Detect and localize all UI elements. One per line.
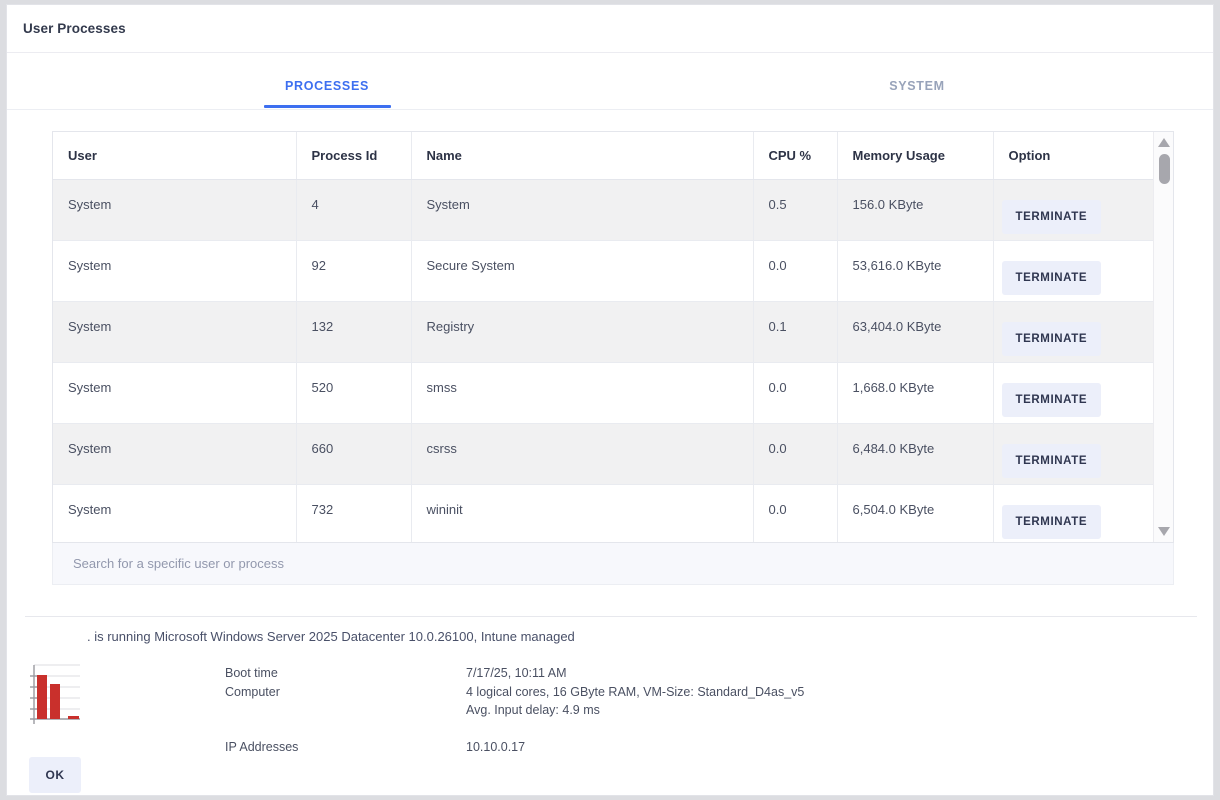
table-row[interactable]: System 660 csrss 0.0 6,484.0 KByte TERMI… <box>53 423 1153 485</box>
cell-user: System <box>53 423 297 485</box>
active-tab-indicator <box>264 105 391 108</box>
cell-pid: 132 <box>296 301 412 363</box>
search-input[interactable] <box>52 543 1174 585</box>
cell-option: TERMINATE <box>993 240 1153 302</box>
table-row[interactable]: System 132 Registry 0.1 63,404.0 KByte T… <box>53 301 1153 363</box>
cell-user: System <box>53 301 297 363</box>
info-label-ip-addresses: IP Addresses <box>225 739 299 754</box>
cell-pid: 660 <box>296 423 412 485</box>
table-row[interactable]: System 4 System 0.5 156.0 KByte TERMINAT… <box>53 179 1153 241</box>
terminate-button[interactable]: TERMINATE <box>1001 260 1102 295</box>
cell-option: TERMINATE <box>993 362 1153 424</box>
footer-divider <box>25 616 1197 617</box>
cell-name: csrss <box>411 423 754 485</box>
info-label-computer: Computer <box>225 684 280 699</box>
scroll-down-arrow-icon[interactable] <box>1158 527 1170 536</box>
cell-cpu: 0.0 <box>753 362 838 424</box>
cell-pid: 92 <box>296 240 412 302</box>
process-table-body: System 4 System 0.5 156.0 KByte TERMINAT… <box>53 179 1153 542</box>
cell-option: TERMINATE <box>993 301 1153 363</box>
cell-memory: 63,404.0 KByte <box>837 301 994 363</box>
tab-system[interactable]: SYSTEM <box>847 79 987 93</box>
column-header-memory[interactable]: Memory Usage <box>837 132 994 180</box>
column-header-process-id[interactable]: Process Id <box>296 132 412 180</box>
column-header-name[interactable]: Name <box>411 132 754 180</box>
info-row-ip-addresses: IP Addresses 10.10.0.17 <box>225 738 804 757</box>
table-row[interactable]: System 520 smss 0.0 1,668.0 KByte TERMIN… <box>53 362 1153 424</box>
column-header-user[interactable]: User <box>53 132 297 180</box>
process-table: User Process Id Name CPU % Memory Usage … <box>53 132 1153 542</box>
cell-cpu: 0.1 <box>753 301 838 363</box>
ok-button[interactable]: OK <box>29 757 81 793</box>
cell-memory: 1,668.0 KByte <box>837 362 994 424</box>
process-table-scrollarea: User Process Id Name CPU % Memory Usage … <box>53 132 1153 542</box>
process-table-container: User Process Id Name CPU % Memory Usage … <box>52 131 1174 543</box>
os-info-line: . is running Microsoft Windows Server 20… <box>87 629 575 644</box>
cell-memory: 156.0 KByte <box>837 179 994 241</box>
dialog-titlebar: User Processes <box>7 5 1213 53</box>
cell-name: wininit <box>411 484 754 542</box>
column-header-cpu[interactable]: CPU % <box>753 132 838 180</box>
tab-bar: PROCESSES SYSTEM <box>7 53 1213 110</box>
info-label-boot-time: Boot time <box>225 666 278 680</box>
cell-cpu: 0.0 <box>753 484 838 542</box>
column-header-option[interactable]: Option <box>993 132 1153 180</box>
cell-name: System <box>411 179 754 241</box>
info-row-boot-time: Boot time 7/17/25, 10:11 AM <box>225 664 804 683</box>
info-value-computer: 4 logical cores, 16 GByte RAM, VM-Size: … <box>466 684 805 699</box>
terminate-button[interactable]: TERMINATE <box>1001 321 1102 356</box>
info-value-boot-time: 7/17/25, 10:11 AM <box>466 666 567 680</box>
cell-memory: 53,616.0 KByte <box>837 240 994 302</box>
page-title: User Processes <box>23 21 126 36</box>
cell-option: TERMINATE <box>993 484 1153 542</box>
table-row[interactable]: System 92 Secure System 0.0 53,616.0 KBy… <box>53 240 1153 302</box>
info-value-input-delay: Avg. Input delay: 4.9 ms <box>466 703 600 717</box>
cell-user: System <box>53 362 297 424</box>
cell-pid: 732 <box>296 484 412 542</box>
table-row[interactable]: System 732 wininit 0.0 6,504.0 KByte TER… <box>53 484 1153 542</box>
table-header-row: User Process Id Name CPU % Memory Usage … <box>53 132 1153 180</box>
cell-cpu: 0.0 <box>753 240 838 302</box>
cell-memory: 6,504.0 KByte <box>837 484 994 542</box>
terminate-button[interactable]: TERMINATE <box>1001 504 1102 539</box>
scrollbar-thumb[interactable] <box>1158 154 1170 184</box>
tab-processes[interactable]: PROCESSES <box>257 79 397 93</box>
cell-user: System <box>53 179 297 241</box>
terminate-button[interactable]: TERMINATE <box>1001 382 1102 417</box>
system-info-grid: Boot time 7/17/25, 10:11 AM Computer 4 l… <box>225 664 804 756</box>
cell-pid: 4 <box>296 179 412 241</box>
cell-cpu: 0.5 <box>753 179 838 241</box>
user-processes-dialog: User Processes PROCESSES SYSTEM User Pro… <box>6 4 1214 796</box>
cell-option: TERMINATE <box>993 423 1153 485</box>
cell-name: smss <box>411 362 754 424</box>
table-vertical-scrollbar[interactable] <box>1153 132 1173 542</box>
cell-user: System <box>53 484 297 542</box>
info-label-input-delay <box>225 701 466 720</box>
cell-memory: 6,484.0 KByte <box>837 423 994 485</box>
info-row-input-delay: Avg. Input delay: 4.9 ms <box>225 701 804 720</box>
cell-name: Secure System <box>411 240 754 302</box>
cell-cpu: 0.0 <box>753 423 838 485</box>
cell-name: Registry <box>411 301 754 363</box>
info-row-computer: Computer 4 logical cores, 16 GByte RAM, … <box>225 683 804 702</box>
info-value-ip-addresses: 10.10.0.17 <box>466 739 526 754</box>
scroll-up-arrow-icon[interactable] <box>1158 138 1170 147</box>
terminate-button[interactable]: TERMINATE <box>1001 199 1102 234</box>
terminate-button[interactable]: TERMINATE <box>1001 443 1102 478</box>
cpu-history-chart-icon <box>30 664 80 724</box>
cell-option: TERMINATE <box>993 179 1153 241</box>
cell-pid: 520 <box>296 362 412 424</box>
cell-user: System <box>53 240 297 302</box>
